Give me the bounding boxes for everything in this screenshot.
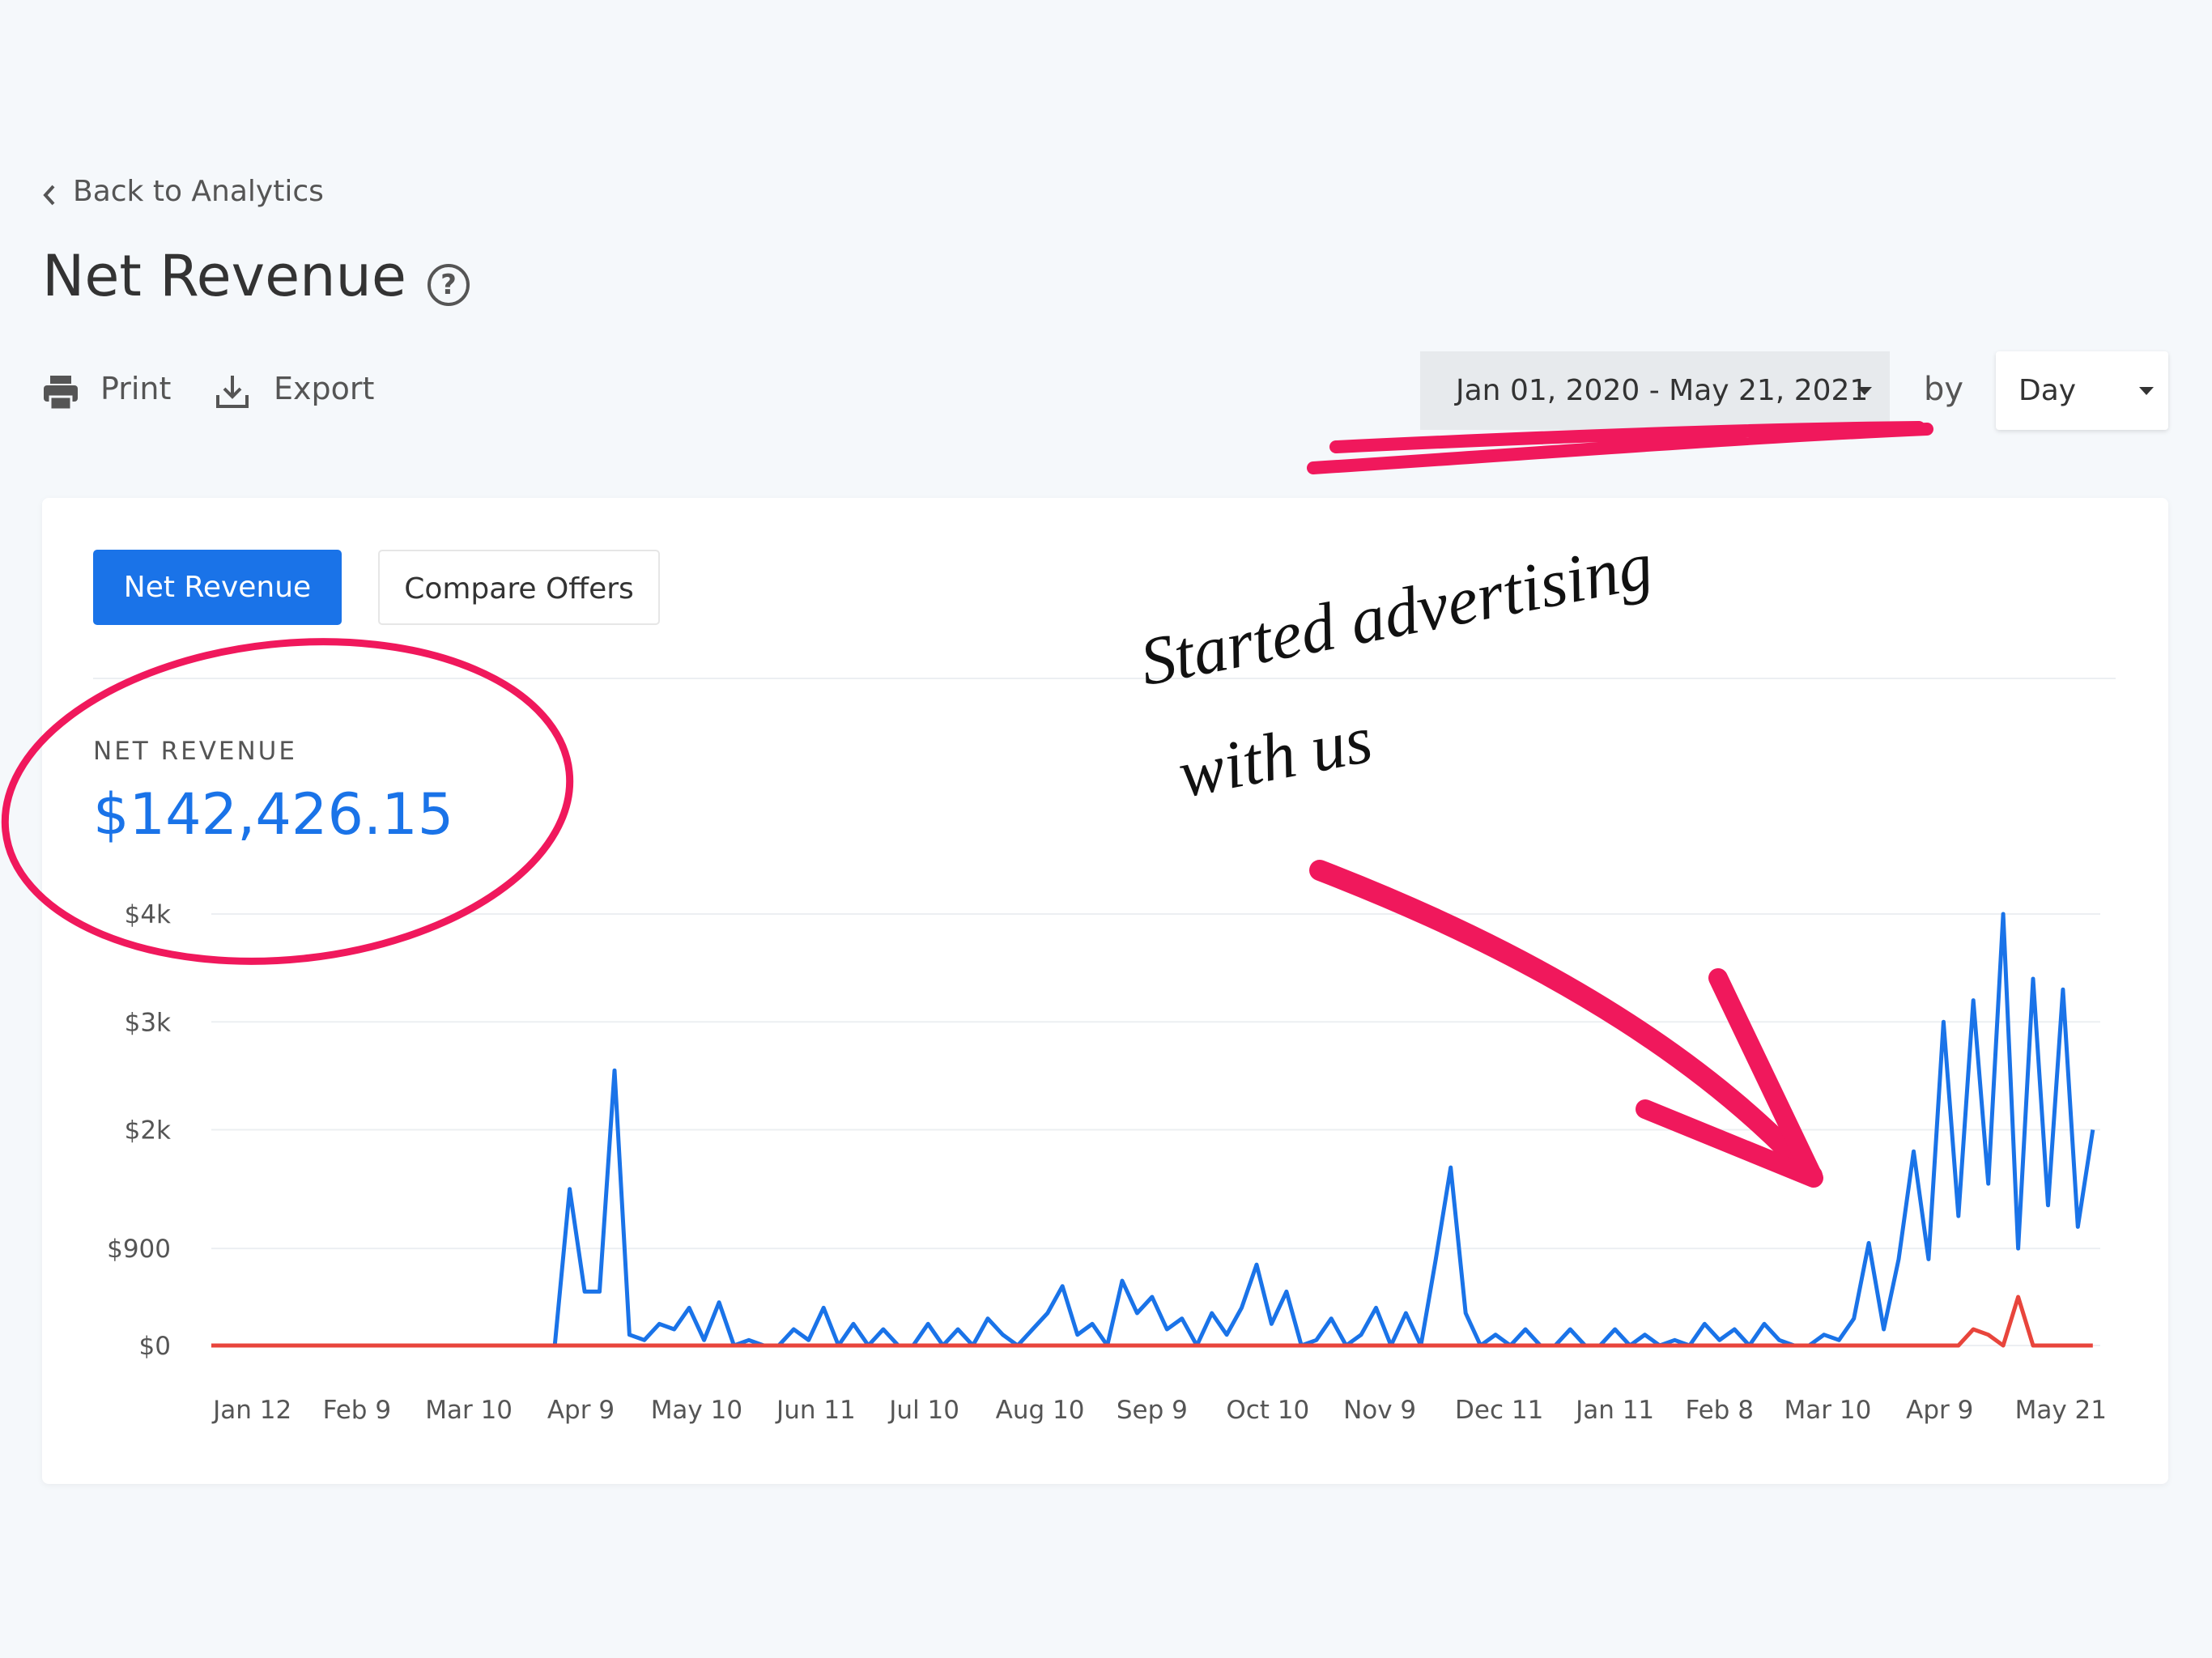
divider	[93, 678, 2116, 679]
back-link[interactable]: Back to Analytics	[73, 175, 324, 208]
date-range-dropdown[interactable]: Jan 01, 2020 - May 21, 2021	[1420, 351, 1890, 430]
date-range: Jan 01, 2020 - May 21, 2021	[1456, 374, 1869, 407]
page-title: Net Revenue	[42, 243, 406, 309]
interval: Day	[2018, 374, 2077, 407]
summary-label: NET REVENUE	[93, 737, 297, 766]
highlight-underline	[1307, 421, 1933, 474]
export-button[interactable]: Export	[274, 371, 375, 406]
back-chevron	[43, 185, 55, 206]
tab-compare-offers[interactable]: Compare Offers	[378, 550, 660, 625]
print-icon	[44, 376, 78, 411]
print-button[interactable]: Print	[100, 371, 172, 406]
interval-dropdown[interactable]: Day	[1996, 351, 2168, 430]
tab-net-revenue[interactable]: Net Revenue	[93, 550, 342, 625]
by-label: by	[1924, 371, 1964, 408]
summary-value: $142,426.15	[93, 781, 454, 848]
help-icon[interactable]: ?	[428, 264, 470, 306]
export-icon	[216, 376, 249, 408]
chart-card	[42, 498, 2168, 1484]
caret	[2139, 387, 2154, 395]
caret	[1857, 387, 1872, 395]
